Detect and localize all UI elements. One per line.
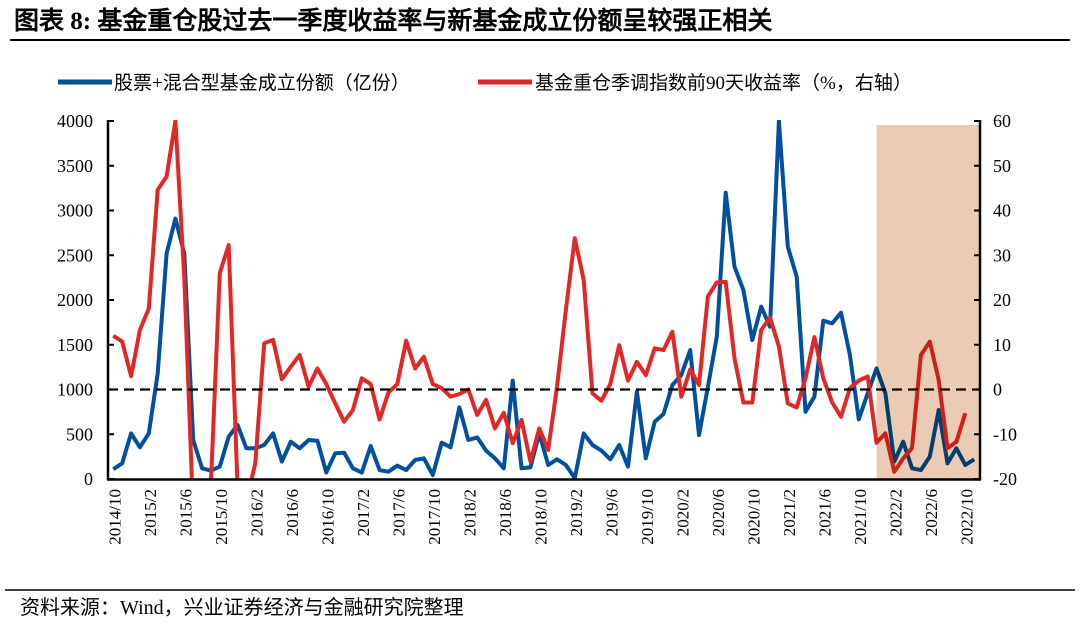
left-axis-tick-label: 0 xyxy=(84,469,93,489)
series-line-fund-shares xyxy=(112,120,976,480)
right-axis-tick-label: 10 xyxy=(993,335,1011,355)
x-axis-tick-label: 2018/6 xyxy=(496,489,515,536)
x-axis-tick-label: 2021/6 xyxy=(815,489,834,536)
right-axis-tick-label: 0 xyxy=(993,380,1002,400)
x-axis-tick-label: 2020/6 xyxy=(709,489,728,536)
source-note: 资料来源：Wind，兴业证券经济与金融研究院整理 xyxy=(20,596,464,619)
x-axis-tick-label: 2017/6 xyxy=(389,489,408,536)
x-axis-tick-label: 2022/2 xyxy=(886,489,905,536)
right-axis-tick-label: 50 xyxy=(993,156,1011,176)
right-axis-tick-label: 30 xyxy=(993,245,1011,265)
right-axis-tick-label: 40 xyxy=(993,201,1011,221)
x-axis-tick-label: 2015/10 xyxy=(212,489,231,545)
x-axis-tick-label: 2016/2 xyxy=(247,489,266,536)
legend-label-return: 基金重仓季调指数前90天收益率（%，右轴） xyxy=(535,72,912,94)
x-axis-tick-label: 2019/6 xyxy=(602,489,621,536)
legend-label-fund-shares: 股票+混合型基金成立份额（亿份） xyxy=(114,72,410,94)
series-line-return xyxy=(112,120,968,480)
x-axis-tick-label: 2017/2 xyxy=(354,489,373,536)
x-axis-tick-label: 2017/10 xyxy=(425,489,444,545)
x-axis-tick-label: 2016/10 xyxy=(318,489,337,545)
x-axis-tick-label: 2018/10 xyxy=(531,489,550,545)
left-axis-tick-label: 4000 xyxy=(57,111,93,131)
left-axis-tick-label: 1000 xyxy=(57,380,93,400)
axes xyxy=(106,120,982,481)
x-axis-tick-label: 2021/10 xyxy=(851,489,870,545)
x-axis-tick-label: 2019/2 xyxy=(567,489,586,536)
x-axis-tick-label: 2022/10 xyxy=(957,489,976,545)
x-axis-tick-label: 2021/2 xyxy=(780,489,799,536)
x-axis-tick-label: 2020/10 xyxy=(744,489,763,545)
left-axis-tick-label: 1500 xyxy=(57,335,93,355)
x-axis-tick-label: 2018/2 xyxy=(460,489,479,536)
left-axis-labels: 0 500 1000 1500 2000 2500 3000 3500 4000 xyxy=(57,111,93,489)
right-axis-tick-label: 20 xyxy=(993,290,1011,310)
x-axis-tick-label: 2019/10 xyxy=(638,489,657,545)
left-axis-tick-label: 500 xyxy=(66,424,93,444)
x-axis-tick-label: 2014/10 xyxy=(105,489,124,545)
left-axis-tick-label: 2000 xyxy=(57,290,93,310)
right-axis-tick-label: 60 xyxy=(993,111,1011,131)
highlight-period-shade xyxy=(876,125,980,479)
x-axis-tick-label: 2015/6 xyxy=(176,489,195,536)
legend: 股票+混合型基金成立份额（亿份） 基金重仓季调指数前90天收益率（%，右轴） xyxy=(58,72,912,94)
right-axis-tick-label: -10 xyxy=(993,424,1017,444)
x-axis-tick-label: 2015/2 xyxy=(141,489,160,536)
left-axis-tick-label: 3500 xyxy=(57,156,93,176)
left-axis-tick-label: 3000 xyxy=(57,201,93,221)
x-axis-tick-label: 2020/2 xyxy=(673,489,692,536)
right-axis-tick-label: -20 xyxy=(993,469,1017,489)
right-axis-labels: -20 -10 0 10 20 30 40 50 60 xyxy=(993,111,1017,489)
x-axis-tick-label: 2022/6 xyxy=(922,489,941,536)
x-axis-labels: 2014/10 2015/2 2015/6 2015/10 2016/2 2016/6 20… xyxy=(105,489,976,545)
x-axis-tick-label: 2016/6 xyxy=(283,489,302,536)
chart-title: 图表 8: 基金重仓股过去一季度收益率与新基金成立份额呈较强正相关 xyxy=(14,6,772,35)
left-axis-tick-label: 2500 xyxy=(57,245,93,265)
